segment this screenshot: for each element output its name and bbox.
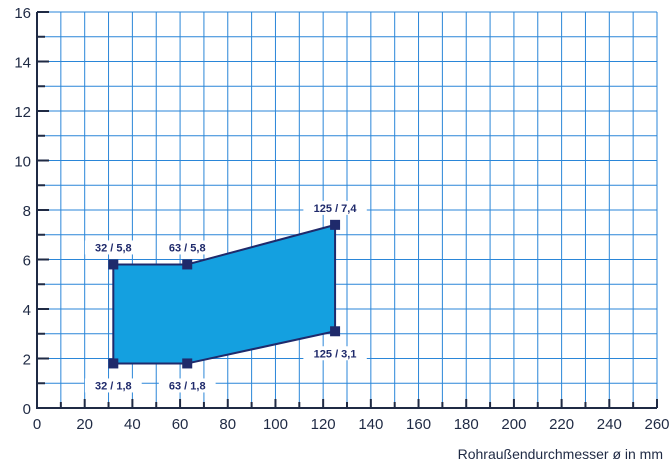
data-label-bg (303, 200, 367, 215)
x-tick-label: 0 (33, 416, 41, 433)
x-tick-label: 240 (597, 416, 622, 433)
x-tick-label: 120 (311, 416, 336, 433)
data-point-marker (330, 219, 341, 230)
y-tick-label: 6 (23, 253, 31, 270)
data-label: 32 / 5,8 (95, 242, 132, 254)
data-label-bg (303, 346, 367, 361)
data-label-bg (84, 378, 142, 393)
x-tick-label: 180 (454, 416, 479, 433)
data-point-marker (182, 259, 193, 270)
axes: 0 20 40 60 80 100 120 140 160 180 200 220 240 260 0 2 4 6… (14, 5, 669, 433)
data-point-marker (182, 358, 193, 369)
y-tick-label: 12 (14, 104, 31, 121)
data-point-marker (330, 326, 341, 337)
data-label-bg (84, 240, 142, 255)
data-point-marker (108, 259, 119, 270)
x-tick-label: 200 (501, 416, 526, 433)
y-tick-label: 2 (23, 352, 31, 369)
data-label-bg (158, 240, 216, 255)
point-labels: 32 / 5,8 63 / 5,8 125 / 7,4 125 / 3,1 63 / 1… (84, 200, 367, 393)
y-tick-label: 16 (14, 5, 31, 22)
data-label-bg (158, 378, 216, 393)
data-label: 125 / 7,4 (314, 203, 358, 215)
data-point-marker (108, 358, 119, 369)
region-polygon (112, 223, 337, 365)
y-tick-label: 0 (23, 401, 31, 418)
region-layer (112, 223, 337, 365)
data-label: 125 / 3,1 (314, 348, 357, 360)
y-tick-label: 8 (23, 203, 31, 220)
x-tick-label: 80 (219, 416, 236, 433)
data-label: 63 / 5,8 (169, 242, 206, 254)
x-tick-label: 20 (76, 416, 93, 433)
x-tick-label: 260 (644, 416, 669, 433)
x-tick-label: 100 (263, 416, 288, 433)
data-label: 63 / 1,8 (169, 380, 206, 392)
x-axis-title: Rohraußendurchmesser ø in mm (458, 446, 663, 462)
x-tick-label: 40 (124, 416, 141, 433)
y-tick-label: 10 (14, 154, 31, 171)
y-tick-label: 14 (14, 55, 31, 72)
x-tick-label: 220 (549, 416, 574, 433)
y-tick-label: 4 (23, 302, 31, 319)
x-tick-label: 160 (406, 416, 431, 433)
data-label: 32 / 1,8 (95, 380, 132, 392)
x-tick-label: 140 (358, 416, 383, 433)
markers (108, 219, 341, 369)
x-tick-label: 60 (172, 416, 189, 433)
